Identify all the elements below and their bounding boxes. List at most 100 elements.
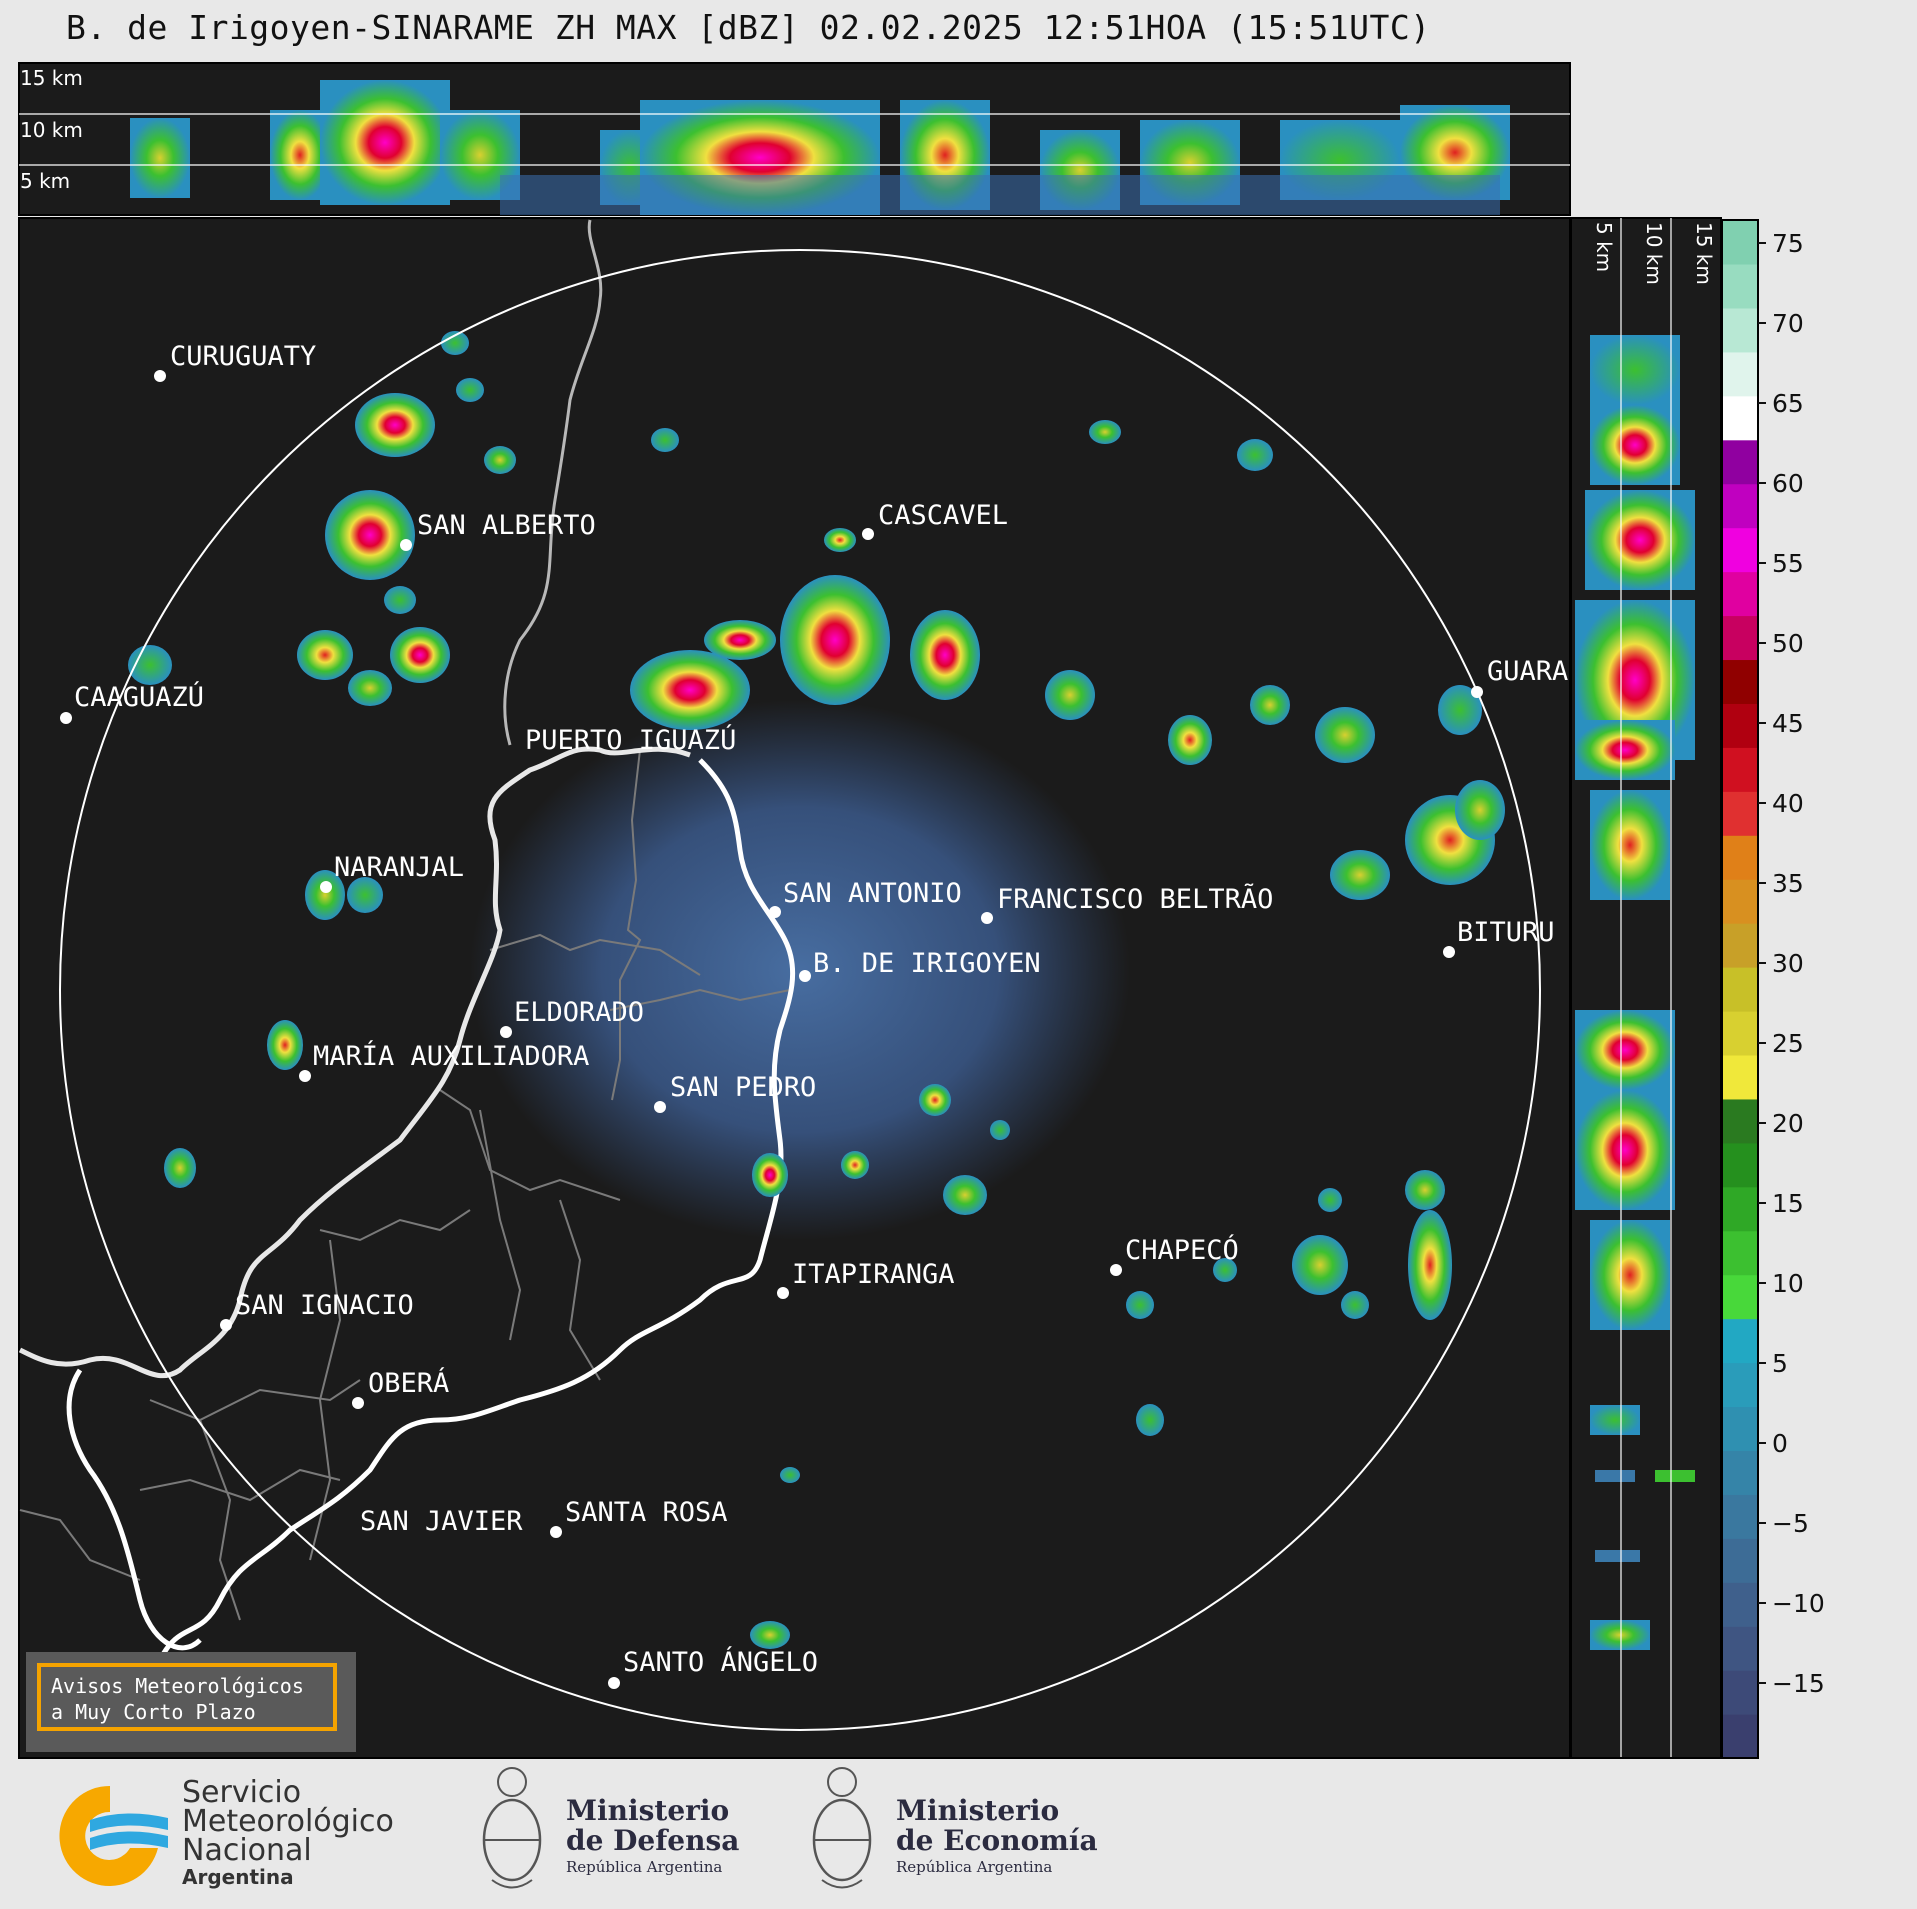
colorbar-segment	[1722, 1670, 1758, 1715]
ministry-line: Ministerio	[896, 1794, 1060, 1827]
top-altitude-label: 5 km	[20, 169, 70, 193]
city-label: SAN PEDRO	[670, 1072, 816, 1103]
colorbar-segment	[1722, 967, 1758, 1012]
side-altitude-label: 15 km	[1692, 222, 1716, 285]
colorbar-tick-label: −5	[1772, 1509, 1809, 1538]
colorbar-segment	[1722, 395, 1758, 441]
side-altitude-label: 10 km	[1642, 222, 1666, 285]
city-label: B. DE IRIGOYEN	[813, 948, 1041, 979]
colorbar-tick-label: 35	[1772, 869, 1804, 898]
ministry-line: de Economía	[896, 1824, 1098, 1857]
ministry-line: Ministerio	[566, 1794, 730, 1827]
ministerio-economia-text: Ministerio de Economía República Argenti…	[896, 1796, 1098, 1878]
coat-of-arms-icon	[812, 1767, 872, 1889]
city-label: MARÍA AUXILIADORA	[313, 1040, 589, 1072]
top-altitude-label: 10 km	[20, 118, 83, 142]
smn-text-line: Nacional	[182, 1833, 312, 1868]
colorbar-segment	[1722, 923, 1758, 968]
footer: Servicio Meteorológico Nacional Argentin…	[0, 1760, 1917, 1909]
river-parana	[19, 746, 691, 1379]
colorbar-segment	[1722, 1714, 1758, 1759]
city-label: CASCAVEL	[878, 500, 1008, 531]
colorbar-tick-label: −10	[1772, 1589, 1825, 1618]
river-uruguay	[157, 758, 796, 1662]
colorbar-tick-label: 20	[1772, 1109, 1804, 1138]
colorbar-tick-label: 65	[1772, 389, 1804, 418]
ministry-line: República Argentina	[896, 1858, 1053, 1876]
colorbar-segment	[1722, 791, 1758, 836]
colorbar-tick-label: 50	[1772, 629, 1804, 658]
city-label: CAAGUAZÚ	[74, 681, 204, 713]
top-profile-echoes	[130, 80, 1510, 215]
city-label: SANTO ÁNGELO	[623, 1646, 818, 1678]
notice-line: Avisos Meteorológicos	[51, 1674, 304, 1698]
colorbar-segment	[1722, 439, 1758, 485]
colorbar-tick-label: 60	[1772, 469, 1804, 498]
notice-box: Avisos Meteorológicos a Muy Corto Plazo	[26, 1652, 356, 1752]
ministry-line: de Defensa	[566, 1824, 740, 1857]
colorbar-segment	[1722, 615, 1758, 661]
colorbar-segment	[1722, 1142, 1758, 1188]
city-label: OBERÁ	[368, 1367, 449, 1399]
colorbar-segment	[1722, 1186, 1758, 1232]
colorbar-segment	[1722, 1362, 1758, 1408]
radar-figure: 15 km 10 km 5 km	[18, 62, 1825, 1759]
smn-logo-icon	[59, 1785, 168, 1886]
top-altitude-label: 15 km	[20, 66, 83, 90]
colorbar-tick-label: 10	[1772, 1269, 1804, 1298]
colorbar-segment	[1722, 1230, 1758, 1276]
border-line	[66, 1368, 202, 1651]
colorbar-tick-label: 15	[1772, 1189, 1804, 1218]
colorbar-segment	[1722, 659, 1758, 704]
colorbar-tick-label: −15	[1772, 1669, 1825, 1698]
border-line	[503, 219, 603, 746]
city-label: GUARA	[1487, 656, 1568, 687]
side-altitude-label: 5 km	[1592, 222, 1616, 272]
city-label: SAN IGNACIO	[235, 1290, 414, 1321]
colorbar-segment	[1722, 1098, 1758, 1144]
colorbar-segment	[1722, 879, 1758, 924]
city-label: BITURU	[1457, 917, 1555, 948]
colorbar-segment	[1722, 483, 1758, 529]
colorbar-segment	[1722, 220, 1758, 265]
coat-of-arms-icon	[482, 1767, 542, 1889]
colorbar-segment	[1722, 1626, 1758, 1671]
colorbar-segment	[1722, 307, 1758, 353]
map-title: B. de Irigoyen-SINARAME ZH MAX [dBZ] 02.…	[66, 8, 1431, 47]
colorbar-segment	[1722, 835, 1758, 880]
city-label: PUERTO IGUAZÚ	[525, 724, 736, 756]
colorbar-tick-label: 25	[1772, 1029, 1804, 1058]
near-radar-echoes	[470, 700, 1130, 1240]
colorbar-tick-label: 45	[1772, 709, 1804, 738]
colorbar-tick-label: 70	[1772, 309, 1804, 338]
ministerio-defensa-text: Ministerio de Defensa República Argentin…	[566, 1796, 739, 1878]
smn-text-line: Meteorológico	[182, 1804, 394, 1839]
ministry-line: República Argentina	[566, 1858, 723, 1876]
colorbar-segment	[1722, 527, 1758, 573]
colorbar-tick-label: 5	[1772, 1349, 1788, 1378]
colorbar-segment	[1722, 1582, 1758, 1627]
city-label: SAN JAVIER	[360, 1506, 523, 1537]
side-profile-echoes	[1575, 335, 1695, 1650]
colorbar-segment	[1722, 1538, 1758, 1583]
city-label: FRANCISCO BELTRÃO	[997, 883, 1273, 915]
notice-frame: Avisos Meteorológicos a Muy Corto Plazo	[37, 1663, 337, 1731]
colorbar-segment	[1722, 703, 1758, 748]
colorbar-segment	[1722, 1274, 1758, 1320]
colorbar-segment	[1722, 1450, 1758, 1495]
colorbar-segment	[1722, 351, 1758, 397]
city-label: CURUGUATY	[170, 341, 316, 372]
city-label: ITAPIRANGA	[792, 1259, 955, 1290]
colorbar	[1722, 220, 1758, 1759]
city-label: SANTA ROSA	[565, 1497, 728, 1528]
colorbar-segment	[1722, 1406, 1758, 1451]
colorbar-segment	[1722, 1010, 1758, 1056]
colorbar-frame	[1721, 219, 1759, 1759]
smn-text-line: Servicio	[182, 1775, 302, 1810]
city-label: NARANJAL	[334, 852, 464, 883]
colorbar-segment	[1722, 263, 1758, 309]
colorbar-tick-label: 40	[1772, 789, 1804, 818]
colorbar-segment	[1722, 1494, 1758, 1539]
city-markers	[60, 370, 1483, 1689]
